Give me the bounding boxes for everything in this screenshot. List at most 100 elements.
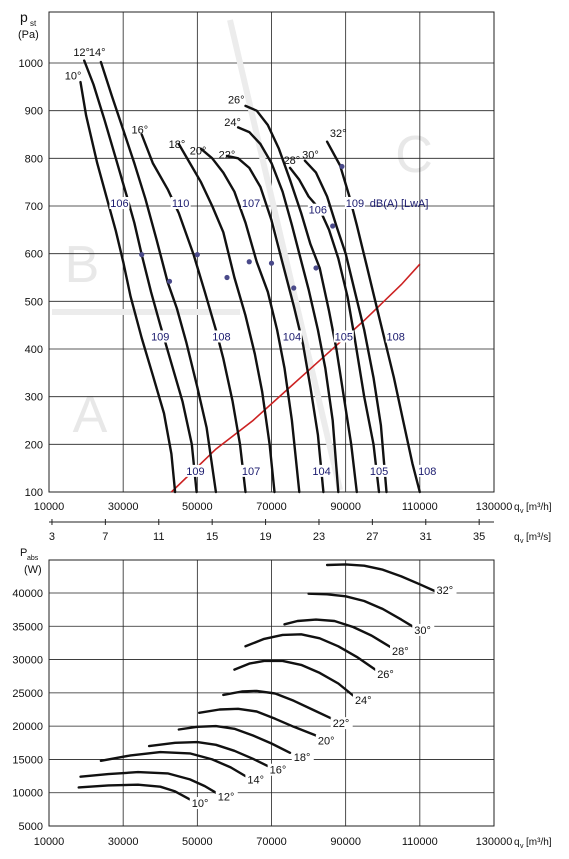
angle-label-bg bbox=[434, 584, 457, 596]
angle-label: 20° bbox=[318, 735, 335, 747]
y-tick-label: 1000 bbox=[19, 58, 43, 70]
angle-label: 22° bbox=[333, 718, 350, 730]
efficiency-dot bbox=[330, 223, 336, 229]
x-tick-label: 90000 bbox=[330, 501, 361, 513]
y-tick-label: 900 bbox=[25, 106, 43, 118]
db-label: 105 bbox=[335, 331, 353, 343]
db-label-bg bbox=[369, 464, 390, 477]
y-tick-label: 700 bbox=[25, 201, 43, 213]
angle-label: 32° bbox=[437, 585, 454, 597]
x-tick-label: 30000 bbox=[108, 836, 139, 848]
db-label: 108 bbox=[212, 331, 230, 343]
x-tick-label: 130000 bbox=[476, 836, 513, 848]
pressure-curve-20deg bbox=[199, 147, 301, 494]
angle-label: 24° bbox=[224, 117, 241, 129]
top-x-axis-label: q v [m³/h] bbox=[514, 502, 552, 515]
pst-unit: (Pa) bbox=[18, 29, 39, 41]
angle-label: 16° bbox=[132, 125, 149, 137]
pabs-label-sub: abs bbox=[27, 555, 39, 562]
pressure-curve-14deg bbox=[99, 60, 218, 494]
y-tick-label: 40000 bbox=[12, 588, 43, 600]
efficiency-dot bbox=[194, 252, 200, 258]
db-label: 107 bbox=[242, 198, 260, 210]
angle-label: 12° bbox=[73, 47, 90, 59]
angle-label-bg bbox=[330, 717, 353, 730]
y-tick-label: 25000 bbox=[12, 688, 43, 700]
watermark-line bbox=[227, 19, 343, 491]
angle-label-bg bbox=[352, 693, 375, 706]
y-tick-label: 15000 bbox=[12, 754, 43, 766]
x-tick-label: 10000 bbox=[34, 501, 65, 513]
db-label: 107 bbox=[242, 466, 260, 478]
db-label-bg bbox=[417, 464, 438, 477]
x-tick-label: 90000 bbox=[330, 836, 361, 848]
qv-ms-label-main: q bbox=[514, 532, 520, 543]
bottom-x-axis-label: q v [m³/h] bbox=[514, 837, 552, 850]
y-tick-label: 400 bbox=[25, 344, 43, 356]
angle-label: 30° bbox=[302, 149, 319, 161]
power-curve-10deg bbox=[77, 783, 192, 801]
angle-label-bg bbox=[412, 623, 435, 636]
angle-label: 18° bbox=[169, 139, 186, 151]
angle-label: 22° bbox=[219, 149, 236, 161]
power-axes: 5000 10000 15000 20000 25000 30000 35000 40000 1… bbox=[12, 588, 512, 848]
angle-label: 14° bbox=[89, 47, 106, 59]
y-tick-label: 300 bbox=[25, 392, 43, 404]
db-label-bg bbox=[170, 197, 191, 209]
x-tick-label: 70000 bbox=[256, 836, 287, 848]
db-label: 110 bbox=[172, 198, 190, 210]
watermark-letter-a: A bbox=[73, 386, 108, 444]
secondary-tick-label: 11 bbox=[153, 531, 164, 543]
efficiency-dot bbox=[313, 265, 319, 271]
pressure-curve-24deg bbox=[236, 126, 340, 494]
pressure-curve-16deg bbox=[140, 133, 247, 494]
efficiency-dot bbox=[166, 278, 173, 284]
secondary-tick-label: 31 bbox=[420, 531, 432, 543]
x-tick-label: 130000 bbox=[476, 501, 513, 513]
qv-ms-label-sub: v bbox=[520, 538, 524, 545]
y-tick-label: 200 bbox=[25, 439, 43, 451]
qv-label-main: q bbox=[514, 502, 520, 513]
angle-label: 24° bbox=[355, 695, 372, 707]
pressure-curve-28deg bbox=[288, 166, 381, 494]
pressure-axes: 100 200 300 400 500 600 700 800 900 1000 10000 3000… bbox=[19, 58, 513, 513]
angle-label-bg bbox=[375, 667, 398, 680]
power-curve-22deg bbox=[222, 689, 332, 720]
pressure-series bbox=[79, 59, 421, 494]
qv-bottom-label-main: q bbox=[514, 837, 520, 848]
angle-label-bg bbox=[315, 734, 338, 747]
y-tick-label: 500 bbox=[25, 296, 43, 308]
power-series bbox=[77, 563, 436, 801]
db-label: 104 bbox=[283, 331, 301, 343]
pst-label-sub: st bbox=[30, 19, 37, 28]
efficiency-dots bbox=[139, 163, 345, 291]
power-curve-12deg bbox=[79, 770, 218, 794]
power-curve-18deg bbox=[177, 724, 292, 754]
power-curve-24deg bbox=[233, 659, 355, 697]
db-label: 108 bbox=[387, 331, 405, 343]
db-label-bg bbox=[109, 197, 130, 209]
db-label-bg bbox=[211, 330, 232, 343]
angle-label-bg bbox=[390, 645, 413, 658]
db-label: 109 bbox=[186, 466, 204, 478]
y-tick-label: 35000 bbox=[12, 621, 43, 633]
y-tick-label: 5000 bbox=[19, 821, 43, 833]
efficiency-dot bbox=[339, 163, 345, 170]
y-tick-label: 100 bbox=[25, 487, 43, 499]
power-labels: 10° 12° 14° 16° 18° 20° 22° 24° 26° 28° 30° 32° bbox=[189, 584, 457, 810]
pressure-curve-32deg bbox=[325, 140, 421, 494]
pressure-curve-18deg bbox=[177, 142, 276, 494]
angle-label: 30° bbox=[414, 625, 431, 637]
power-curve-20deg bbox=[197, 707, 318, 737]
pst-label-main: p bbox=[20, 9, 28, 25]
angle-label-bg bbox=[267, 763, 290, 776]
y-tick-label: 20000 bbox=[12, 721, 43, 733]
db-label: 106 bbox=[309, 205, 327, 217]
secondary-tick-label: 35 bbox=[473, 531, 485, 543]
watermark-letter-c: C bbox=[395, 126, 433, 184]
db-unit-label: dB(A) [LwA] bbox=[370, 198, 429, 210]
efficiency-dot bbox=[291, 285, 297, 291]
x-tick-label: 50000 bbox=[182, 501, 213, 513]
db-label: 106 bbox=[110, 198, 128, 210]
db-label: 109 bbox=[151, 331, 169, 343]
